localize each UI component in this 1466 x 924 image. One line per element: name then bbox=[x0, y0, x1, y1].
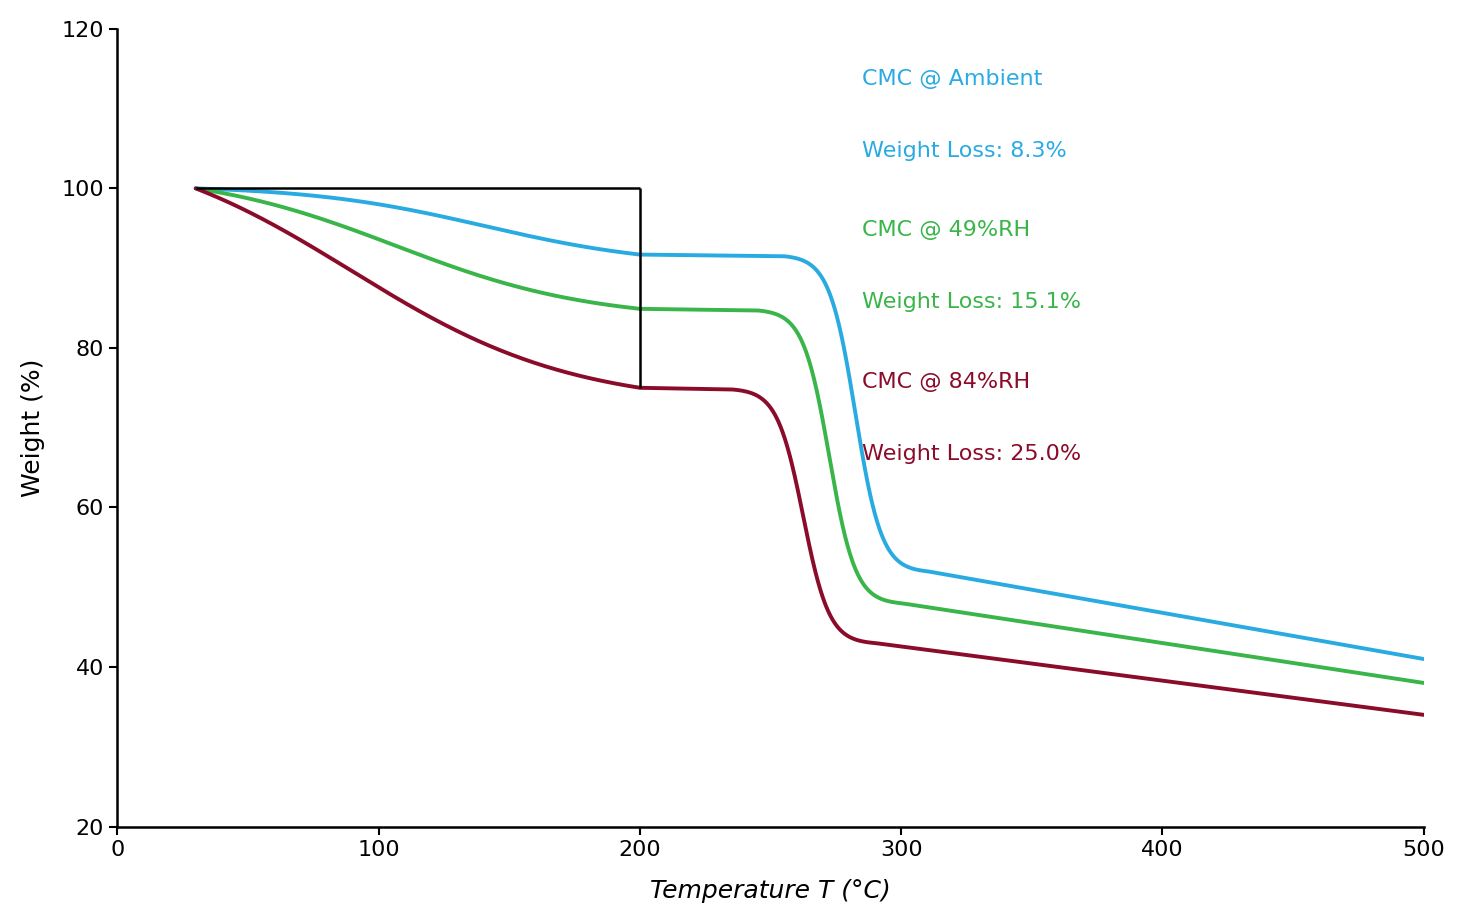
Text: CMC @ 49%RH: CMC @ 49%RH bbox=[862, 220, 1031, 240]
Text: Weight Loss: 25.0%: Weight Loss: 25.0% bbox=[862, 444, 1080, 464]
Text: Weight Loss: 15.1%: Weight Loss: 15.1% bbox=[862, 292, 1080, 312]
Text: Weight Loss: 8.3%: Weight Loss: 8.3% bbox=[862, 140, 1067, 161]
Text: CMC @ 84%RH: CMC @ 84%RH bbox=[862, 371, 1031, 392]
X-axis label: Temperature Τ (°C): Temperature Τ (°C) bbox=[651, 879, 891, 903]
Text: CMC @ Ambient: CMC @ Ambient bbox=[862, 68, 1042, 89]
Y-axis label: Weight (%): Weight (%) bbox=[21, 359, 45, 497]
